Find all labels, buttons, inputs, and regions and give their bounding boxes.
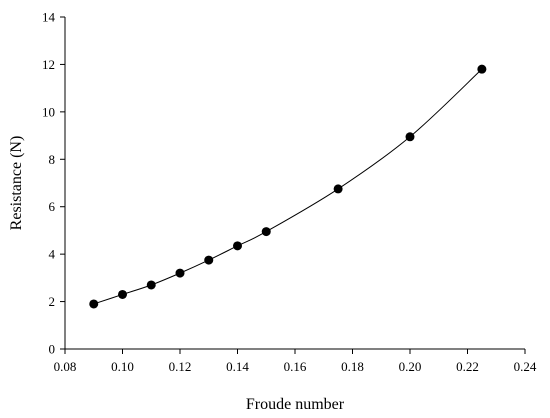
y-tick-label: 10 — [42, 104, 55, 119]
data-point — [477, 64, 487, 74]
y-axis-ticks: 0 2 4 6 8 10 12 14 — [42, 10, 65, 357]
data-point — [175, 268, 185, 278]
x-tick-label: 0.18 — [341, 359, 364, 374]
y-tick-label: 6 — [49, 199, 56, 214]
y-tick-label: 8 — [49, 152, 56, 167]
data-point — [89, 299, 99, 309]
y-tick-label: 12 — [42, 57, 55, 72]
data-point — [333, 184, 343, 194]
x-tick-label: 0.24 — [514, 359, 537, 374]
x-axis-ticks: 0.08 0.10 0.12 0.14 0.16 0.18 0.20 0.22 0.24 — [54, 349, 537, 374]
x-tick-label: 0.10 — [111, 359, 134, 374]
y-tick-label: 2 — [49, 294, 56, 309]
x-tick-label: 0.14 — [226, 359, 249, 374]
y-tick-label: 14 — [42, 10, 56, 25]
data-point — [118, 289, 127, 299]
x-axis-title: Froude number — [246, 396, 345, 413]
y-tick-label: 0 — [49, 342, 56, 357]
data-points — [89, 64, 487, 309]
y-axis-title: Resistance (N) — [8, 136, 25, 231]
series-curve — [93, 68, 483, 305]
data-point — [204, 255, 214, 265]
x-tick-label: 0.16 — [284, 359, 307, 374]
x-tick-label: 0.12 — [169, 359, 192, 374]
data-point — [405, 132, 415, 142]
x-tick-label: 0.20 — [399, 359, 422, 374]
data-point — [233, 241, 242, 251]
data-point — [261, 227, 271, 237]
x-tick-label: 0.08 — [54, 359, 77, 374]
x-tick-label: 0.22 — [456, 359, 479, 374]
y-tick-label: 4 — [49, 247, 56, 262]
data-point — [146, 280, 156, 290]
